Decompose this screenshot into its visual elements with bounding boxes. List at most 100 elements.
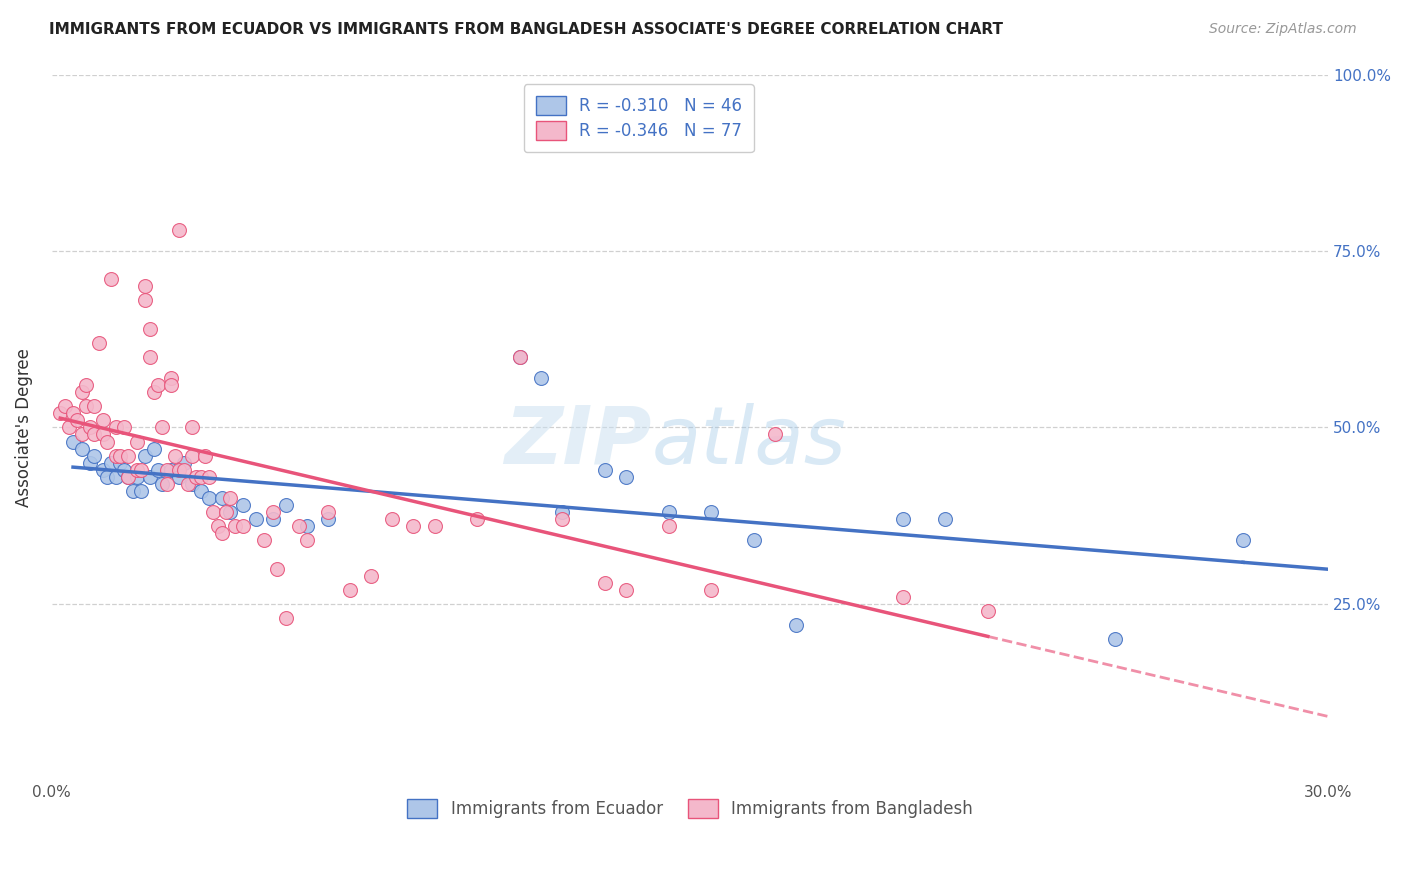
Point [173, 463, 195, 477]
Point [62, 406, 84, 420]
Point [891, 590, 914, 604]
Legend: Immigrants from Ecuador, Immigrants from Bangladesh: Immigrants from Ecuador, Immigrants from… [401, 792, 980, 825]
Point [83, 427, 105, 442]
Point [100, 272, 122, 286]
Point [138, 470, 160, 484]
Point [134, 293, 156, 308]
Point [423, 519, 446, 533]
Point [79, 456, 101, 470]
Point [87, 335, 110, 350]
Point [181, 476, 204, 491]
Point [70, 442, 93, 456]
Point [83, 399, 105, 413]
Point [381, 512, 404, 526]
Point [117, 470, 139, 484]
Point [83, 449, 105, 463]
Point [658, 505, 681, 519]
Point [551, 505, 574, 519]
Point [465, 512, 488, 526]
Point [274, 611, 297, 625]
Point [198, 470, 221, 484]
Point [295, 519, 318, 533]
Point [658, 519, 681, 533]
Point [169, 463, 191, 477]
Point [125, 434, 148, 449]
Point [104, 449, 127, 463]
Text: ZIP: ZIP [505, 402, 651, 481]
Point [129, 463, 152, 477]
Point [96, 470, 118, 484]
Point [79, 420, 101, 434]
Point [53, 399, 76, 413]
Point [66, 413, 89, 427]
Point [150, 476, 173, 491]
Point [245, 512, 267, 526]
Point [91, 427, 114, 442]
Point [146, 463, 169, 477]
Point [112, 463, 135, 477]
Point [91, 463, 114, 477]
Point [181, 449, 204, 463]
Point [160, 463, 183, 477]
Point [121, 483, 143, 498]
Point [198, 491, 221, 505]
Point [977, 604, 1000, 618]
Point [117, 449, 139, 463]
Point [134, 279, 156, 293]
Point [509, 350, 531, 364]
Point [232, 498, 254, 512]
Point [146, 378, 169, 392]
Point [1232, 533, 1254, 548]
Point [150, 420, 173, 434]
Point [262, 505, 284, 519]
Point [763, 427, 786, 442]
Point [287, 519, 309, 533]
Point [125, 470, 148, 484]
Point [62, 434, 84, 449]
Point [177, 476, 200, 491]
Point [402, 519, 425, 533]
Point [211, 491, 233, 505]
Point [156, 476, 179, 491]
Point [219, 491, 242, 505]
Point [934, 512, 956, 526]
Point [125, 463, 148, 477]
Point [75, 399, 97, 413]
Point [173, 456, 195, 470]
Text: IMMIGRANTS FROM ECUADOR VS IMMIGRANTS FROM BANGLADESH ASSOCIATE'S DEGREE CORRELA: IMMIGRANTS FROM ECUADOR VS IMMIGRANTS FR… [49, 22, 1004, 37]
Point [104, 470, 127, 484]
Point [58, 420, 80, 434]
Point [207, 519, 229, 533]
Point [742, 533, 765, 548]
Point [96, 434, 118, 449]
Point [134, 449, 156, 463]
Point [266, 561, 288, 575]
Point [108, 456, 131, 470]
Point [360, 568, 382, 582]
Text: atlas: atlas [651, 402, 846, 481]
Point [202, 505, 225, 519]
Point [509, 350, 531, 364]
Point [160, 378, 183, 392]
Point [530, 371, 553, 385]
Point [785, 618, 807, 632]
Point [339, 582, 361, 597]
Point [224, 519, 246, 533]
Point [219, 505, 242, 519]
Point [614, 470, 637, 484]
Point [593, 575, 616, 590]
Point [138, 321, 160, 335]
Point [169, 470, 191, 484]
Point [274, 498, 297, 512]
Point [49, 406, 72, 420]
Point [108, 449, 131, 463]
Point [316, 512, 339, 526]
Point [100, 456, 122, 470]
Point [142, 442, 165, 456]
Point [232, 519, 254, 533]
Point [104, 420, 127, 434]
Point [551, 512, 574, 526]
Point [91, 413, 114, 427]
Point [295, 533, 318, 548]
Point [181, 420, 204, 434]
